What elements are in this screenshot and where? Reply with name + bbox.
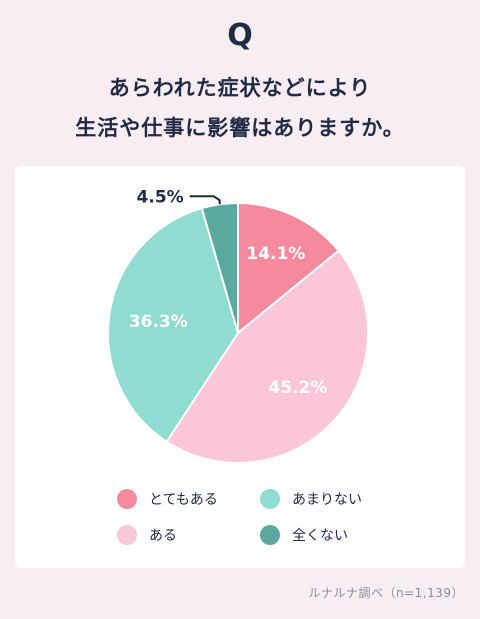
legend-item-mattakunai: 全くない [260, 524, 348, 546]
chart-card: 14.1% 45.2% 36.3% 4.5% とてもある あまりない ある 全くない [15, 166, 465, 568]
legend-swatch-totemoaru [117, 489, 137, 509]
pie-chart: 14.1% 45.2% 36.3% 4.5% [107, 187, 369, 464]
source-note: ルナルナ調べ（n=1,139） [308, 586, 464, 600]
q-mark: Q [227, 18, 253, 53]
legend-swatch-mattakunai [260, 525, 280, 545]
legend-item-amarinai: あまりない [260, 488, 362, 510]
pie-slice-amarinai [107, 206, 240, 444]
legend-item-totemoaru: とてもある [117, 488, 218, 510]
page-title-line-1: あらわれた症状などにより [108, 76, 372, 100]
pie-label-aru: 45.2% [268, 378, 327, 398]
legend-label-totemoaru: とてもある [149, 492, 218, 508]
pie-slice-totemoaru [237, 201, 341, 336]
pie-label-totemoaru: 14.1% [246, 244, 305, 264]
pie-leader-line-mattakunai [189, 195, 221, 205]
legend-label-aru: ある [149, 528, 177, 544]
page-title-line-2: 生活や仕事に影響はありますか。 [75, 116, 405, 140]
legend-swatch-aru [117, 525, 137, 545]
legend-label-amarinai: あまりない [292, 492, 362, 508]
legend-swatch-amarinai [260, 489, 280, 509]
pie-label-amarinai: 36.3% [129, 312, 188, 332]
pie-slice-aru [165, 249, 369, 464]
pie-label-mattakunai: 4.5% [137, 187, 184, 207]
legend-item-aru: ある [117, 524, 177, 546]
legend-label-mattakunai: 全くない [292, 528, 348, 544]
